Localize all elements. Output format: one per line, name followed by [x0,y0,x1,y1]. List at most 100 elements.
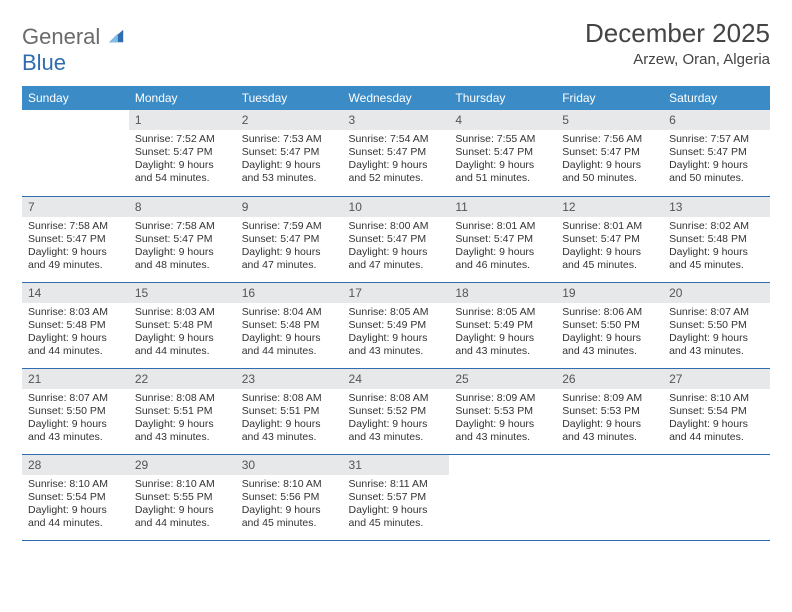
day-number: 8 [129,197,236,217]
brand-sail-icon [104,24,127,49]
calendar-day-cell: 3Sunrise: 7:54 AMSunset: 5:47 PMDaylight… [343,110,450,196]
calendar-day-cell: 20Sunrise: 8:07 AMSunset: 5:50 PMDayligh… [663,282,770,368]
day-number: 15 [129,283,236,303]
day-number: 9 [236,197,343,217]
day-number: 16 [236,283,343,303]
calendar-day-cell: 18Sunrise: 8:05 AMSunset: 5:49 PMDayligh… [449,282,556,368]
calendar-day-cell: 10Sunrise: 8:00 AMSunset: 5:47 PMDayligh… [343,196,450,282]
calendar-day-cell: 31Sunrise: 8:11 AMSunset: 5:57 PMDayligh… [343,454,450,540]
day-number: 27 [663,369,770,389]
calendar-day-cell: 5Sunrise: 7:56 AMSunset: 5:47 PMDaylight… [556,110,663,196]
calendar-day-cell: 26Sunrise: 8:09 AMSunset: 5:53 PMDayligh… [556,368,663,454]
day-number: 22 [129,369,236,389]
day-number: 20 [663,283,770,303]
calendar-day-cell: 28Sunrise: 8:10 AMSunset: 5:54 PMDayligh… [22,454,129,540]
day-number: 7 [22,197,129,217]
calendar-day-cell: 8Sunrise: 7:58 AMSunset: 5:47 PMDaylight… [129,196,236,282]
calendar-day-cell: 13Sunrise: 8:02 AMSunset: 5:48 PMDayligh… [663,196,770,282]
day-details: Sunrise: 7:54 AMSunset: 5:47 PMDaylight:… [343,130,450,191]
day-details: Sunrise: 7:55 AMSunset: 5:47 PMDaylight:… [449,130,556,191]
day-number: 24 [343,369,450,389]
day-details: Sunrise: 8:05 AMSunset: 5:49 PMDaylight:… [343,303,450,364]
calendar-day-cell: 4Sunrise: 7:55 AMSunset: 5:47 PMDaylight… [449,110,556,196]
day-details: Sunrise: 8:10 AMSunset: 5:55 PMDaylight:… [129,475,236,536]
day-number: 28 [22,455,129,475]
calendar-day-cell: 14Sunrise: 8:03 AMSunset: 5:48 PMDayligh… [22,282,129,368]
calendar-day-cell: 25Sunrise: 8:09 AMSunset: 5:53 PMDayligh… [449,368,556,454]
calendar-day-cell: 16Sunrise: 8:04 AMSunset: 5:48 PMDayligh… [236,282,343,368]
day-details: Sunrise: 7:56 AMSunset: 5:47 PMDaylight:… [556,130,663,191]
calendar-day-cell: 22Sunrise: 8:08 AMSunset: 5:51 PMDayligh… [129,368,236,454]
day-details: Sunrise: 8:10 AMSunset: 5:56 PMDaylight:… [236,475,343,536]
calendar-day-cell: 21Sunrise: 8:07 AMSunset: 5:50 PMDayligh… [22,368,129,454]
day-details: Sunrise: 8:07 AMSunset: 5:50 PMDaylight:… [663,303,770,364]
calendar-day-cell: 23Sunrise: 8:08 AMSunset: 5:51 PMDayligh… [236,368,343,454]
day-details: Sunrise: 8:02 AMSunset: 5:48 PMDaylight:… [663,217,770,278]
weekday-header: Monday [129,86,236,110]
weekday-header: Thursday [449,86,556,110]
day-number: 19 [556,283,663,303]
day-number: 23 [236,369,343,389]
calendar-day-cell: 30Sunrise: 8:10 AMSunset: 5:56 PMDayligh… [236,454,343,540]
day-details: Sunrise: 8:00 AMSunset: 5:47 PMDaylight:… [343,217,450,278]
day-number: 13 [663,197,770,217]
calendar-day-cell: .. [556,454,663,540]
calendar-day-cell: .. [663,454,770,540]
day-number: 30 [236,455,343,475]
day-number: 3 [343,110,450,130]
day-details: Sunrise: 7:58 AMSunset: 5:47 PMDaylight:… [22,217,129,278]
brand-word-2: Blue [22,50,66,75]
day-number: 1 [129,110,236,130]
calendar-day-cell: 6Sunrise: 7:57 AMSunset: 5:47 PMDaylight… [663,110,770,196]
day-details: Sunrise: 7:59 AMSunset: 5:47 PMDaylight:… [236,217,343,278]
calendar-day-cell: .. [449,454,556,540]
day-number: 12 [556,197,663,217]
calendar-day-cell: 11Sunrise: 8:01 AMSunset: 5:47 PMDayligh… [449,196,556,282]
weekday-header: Friday [556,86,663,110]
calendar-day-cell: 29Sunrise: 8:10 AMSunset: 5:55 PMDayligh… [129,454,236,540]
day-details: Sunrise: 8:10 AMSunset: 5:54 PMDaylight:… [663,389,770,450]
calendar-table: Sunday Monday Tuesday Wednesday Thursday… [22,86,770,541]
day-details: Sunrise: 8:01 AMSunset: 5:47 PMDaylight:… [556,217,663,278]
day-number: 18 [449,283,556,303]
day-number: 5 [556,110,663,130]
calendar-week-row: 14Sunrise: 8:03 AMSunset: 5:48 PMDayligh… [22,282,770,368]
day-number: 26 [556,369,663,389]
day-details: Sunrise: 8:04 AMSunset: 5:48 PMDaylight:… [236,303,343,364]
day-number: 10 [343,197,450,217]
calendar-day-cell: 27Sunrise: 8:10 AMSunset: 5:54 PMDayligh… [663,368,770,454]
day-details: Sunrise: 8:08 AMSunset: 5:51 PMDaylight:… [129,389,236,450]
day-number: 4 [449,110,556,130]
brand-word-1: General [22,24,100,49]
calendar-day-cell: 15Sunrise: 8:03 AMSunset: 5:48 PMDayligh… [129,282,236,368]
day-number: 17 [343,283,450,303]
calendar-day-cell: 9Sunrise: 7:59 AMSunset: 5:47 PMDaylight… [236,196,343,282]
brand-logo: GeneralBlue [22,18,127,76]
day-number: 6 [663,110,770,130]
day-details: Sunrise: 8:06 AMSunset: 5:50 PMDaylight:… [556,303,663,364]
calendar-day-cell: 12Sunrise: 8:01 AMSunset: 5:47 PMDayligh… [556,196,663,282]
day-details: Sunrise: 8:08 AMSunset: 5:51 PMDaylight:… [236,389,343,450]
day-details: Sunrise: 7:52 AMSunset: 5:47 PMDaylight:… [129,130,236,191]
title-block: December 2025 Arzew, Oran, Algeria [585,18,770,68]
calendar-week-row: 28Sunrise: 8:10 AMSunset: 5:54 PMDayligh… [22,454,770,540]
day-number: 2 [236,110,343,130]
weekday-header: Saturday [663,86,770,110]
page-header: GeneralBlue December 2025 Arzew, Oran, A… [22,18,770,76]
calendar-week-row: ..1Sunrise: 7:52 AMSunset: 5:47 PMDaylig… [22,110,770,196]
day-details: Sunrise: 8:08 AMSunset: 5:52 PMDaylight:… [343,389,450,450]
day-details: Sunrise: 8:03 AMSunset: 5:48 PMDaylight:… [22,303,129,364]
day-details: Sunrise: 8:11 AMSunset: 5:57 PMDaylight:… [343,475,450,536]
day-number: 21 [22,369,129,389]
calendar-day-cell: 17Sunrise: 8:05 AMSunset: 5:49 PMDayligh… [343,282,450,368]
weekday-header: Sunday [22,86,129,110]
weekday-header-row: Sunday Monday Tuesday Wednesday Thursday… [22,86,770,110]
day-number: 25 [449,369,556,389]
day-number: 11 [449,197,556,217]
day-number: 29 [129,455,236,475]
calendar-day-cell: 7Sunrise: 7:58 AMSunset: 5:47 PMDaylight… [22,196,129,282]
day-details: Sunrise: 7:53 AMSunset: 5:47 PMDaylight:… [236,130,343,191]
day-details: Sunrise: 8:05 AMSunset: 5:49 PMDaylight:… [449,303,556,364]
day-details: Sunrise: 8:07 AMSunset: 5:50 PMDaylight:… [22,389,129,450]
day-details: Sunrise: 7:57 AMSunset: 5:47 PMDaylight:… [663,130,770,191]
